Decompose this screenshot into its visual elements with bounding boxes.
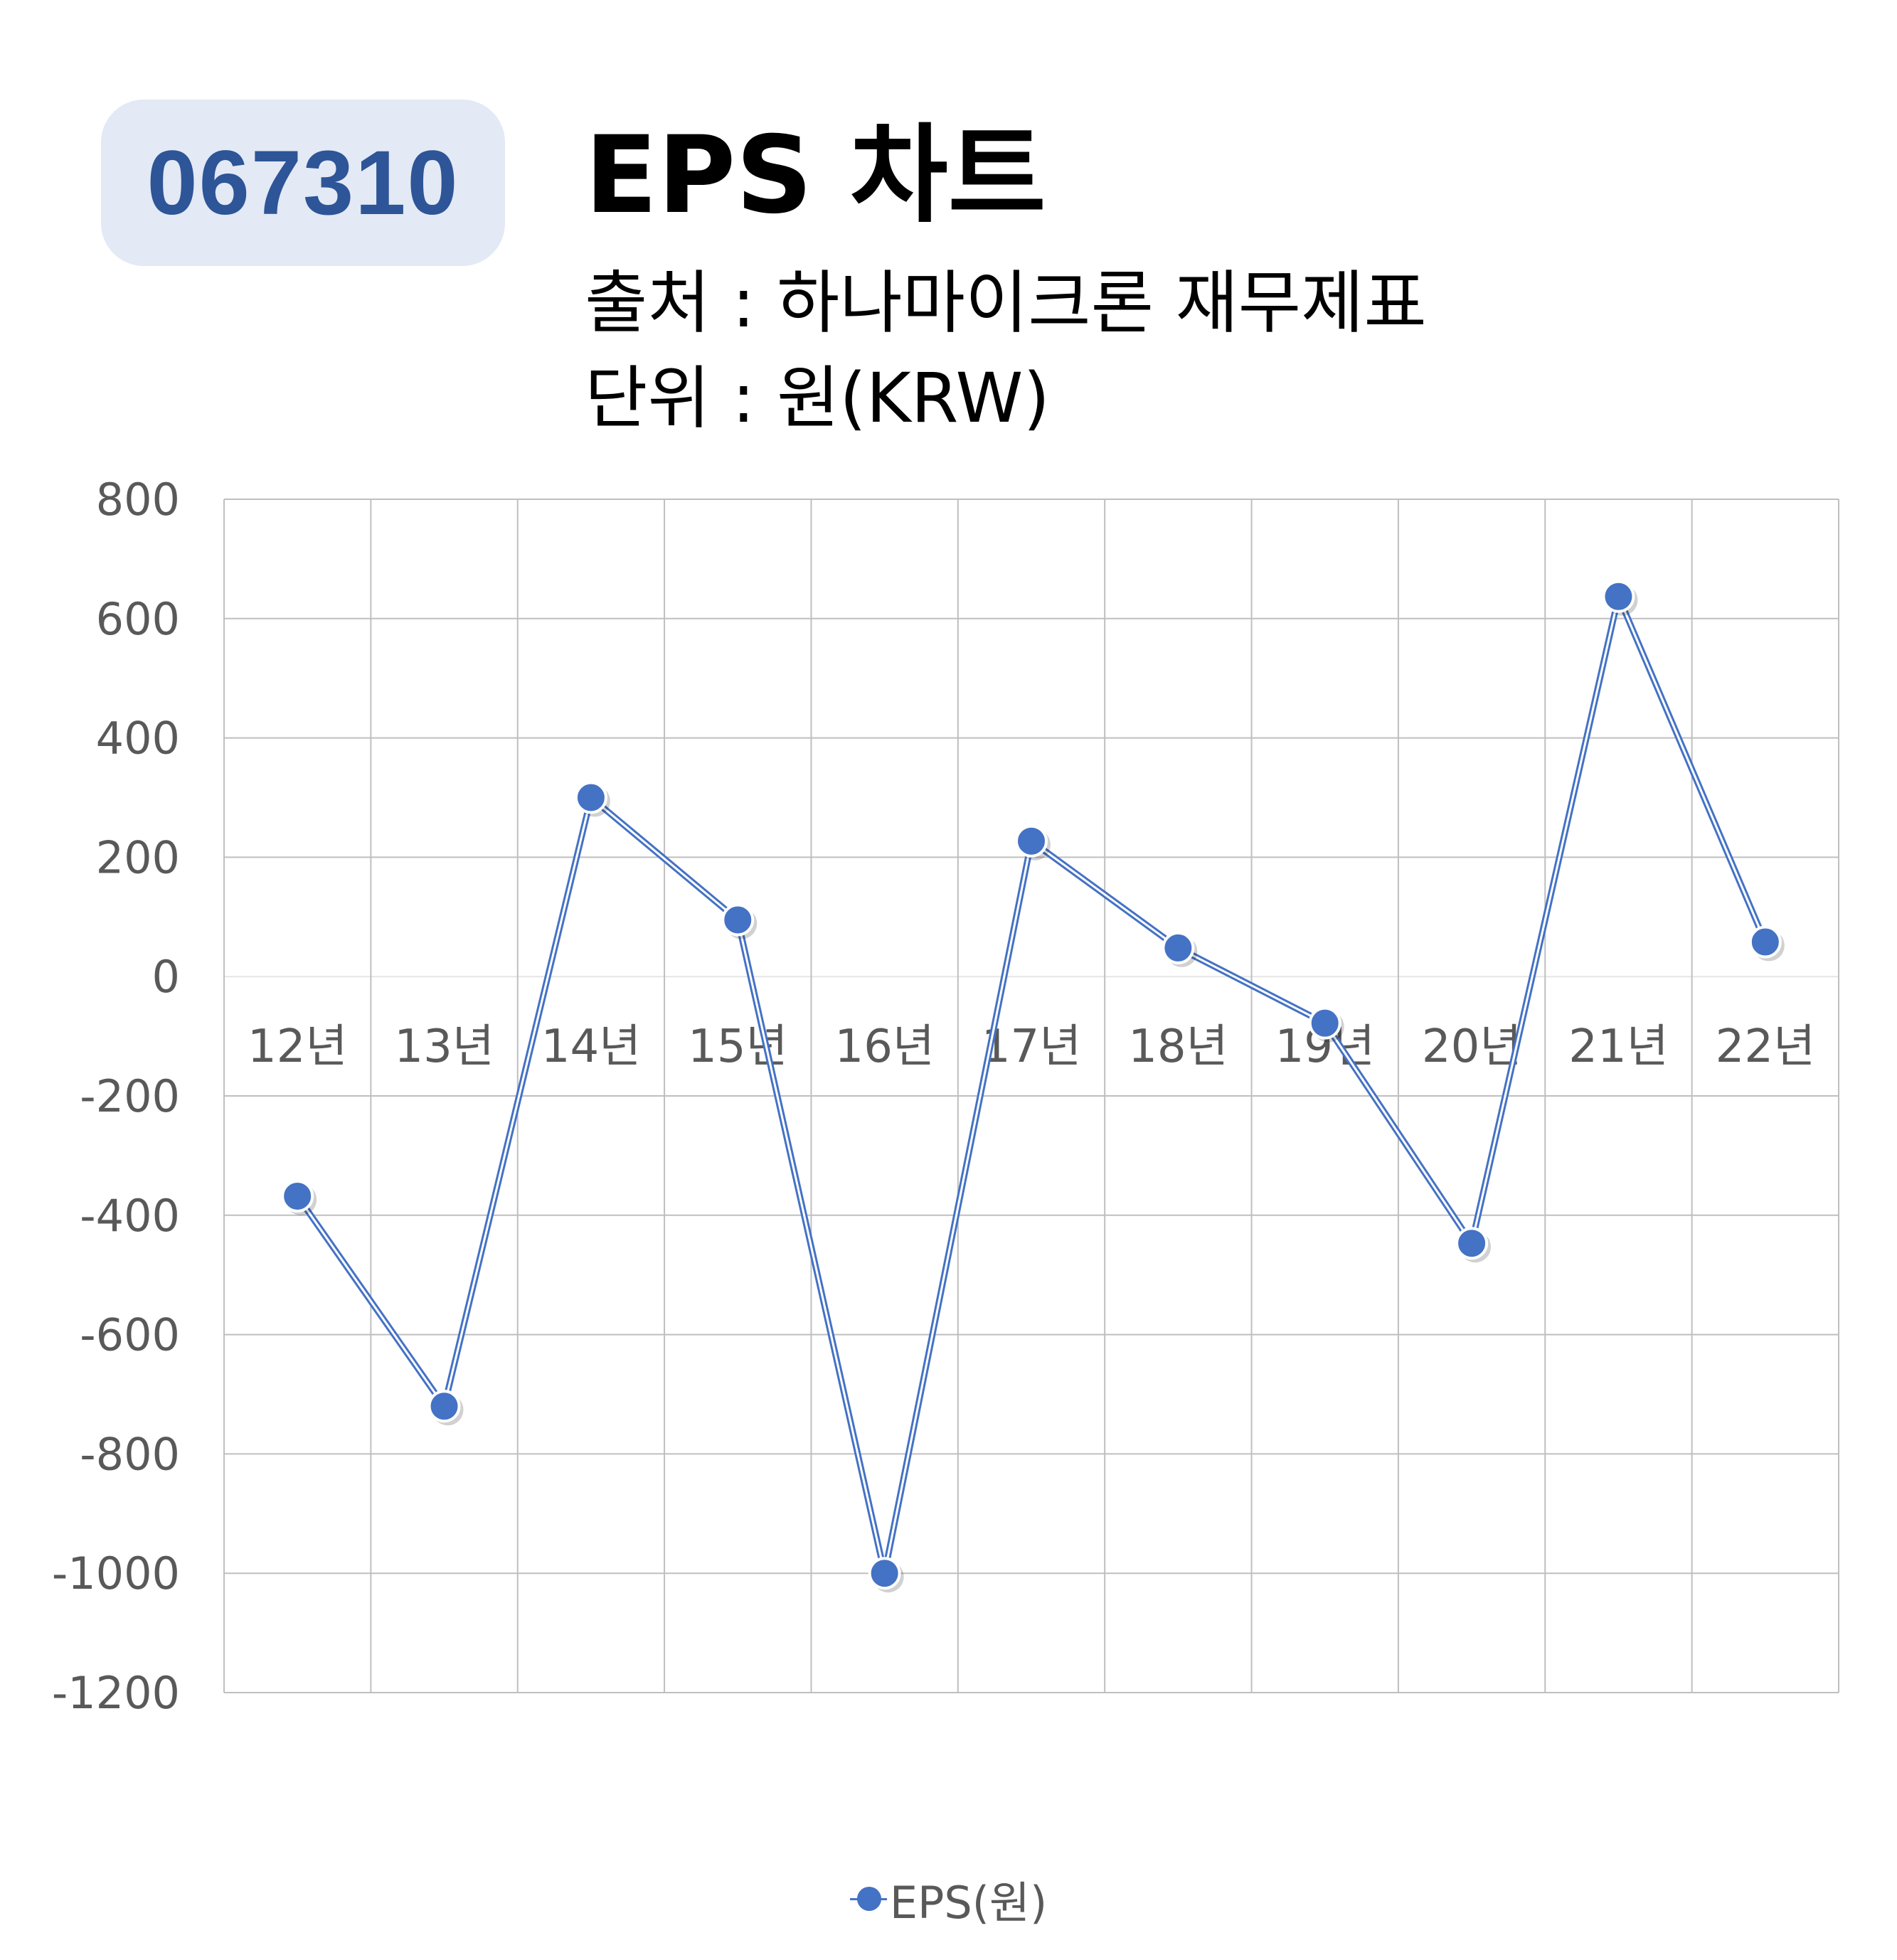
y-tick-label: -800 — [80, 1428, 180, 1480]
x-category-label: 22년 — [1716, 1021, 1815, 1073]
legend: EPS(원) — [0, 1870, 1897, 1929]
unit-line: 단위 : 원(KRW) — [585, 358, 1050, 438]
x-category-label: 12년 — [248, 1021, 347, 1073]
y-tick-label: 800 — [96, 474, 180, 526]
y-tick-label: 600 — [96, 593, 180, 645]
data-point — [1162, 931, 1195, 964]
data-point — [1455, 1227, 1489, 1260]
x-category-label: 20년 — [1422, 1021, 1521, 1073]
y-tick-label: 200 — [96, 831, 180, 883]
x-category-label: 21년 — [1568, 1021, 1668, 1073]
source-line: 출처 : 하나마이크론 재무제표 — [585, 263, 1427, 343]
chart-title: EPS 차트 — [585, 114, 1046, 238]
x-category-label: 17년 — [982, 1021, 1081, 1073]
y-tick-label: 400 — [96, 713, 180, 765]
y-tick-label: -400 — [80, 1190, 180, 1242]
stock-code-badge: 067310 — [101, 100, 505, 266]
grid-layer — [223, 499, 1839, 1693]
data-point — [1602, 580, 1635, 613]
legend-label: EPS(원) — [889, 1877, 1048, 1929]
y-tick-label: -200 — [80, 1070, 180, 1122]
data-point — [1308, 1006, 1341, 1040]
y-tick-label: 0 — [152, 951, 180, 1003]
stock-code: 067310 — [147, 132, 459, 234]
y-tick-label: -600 — [80, 1309, 180, 1361]
y-tick-label: -1000 — [52, 1548, 180, 1599]
data-point — [868, 1557, 901, 1590]
y-tick-label: -1200 — [52, 1667, 180, 1719]
series-eps — [281, 580, 1785, 1593]
x-category-label: 13년 — [394, 1021, 494, 1073]
data-point — [721, 903, 755, 937]
legend-marker-icon — [849, 1885, 887, 1913]
x-category-label: 14년 — [541, 1021, 641, 1073]
x-category-label: 18년 — [1128, 1021, 1228, 1073]
x-axis-labels: 12년 13년 14년 15년 16년 17년 18년 19년 20년 21년 22년 — [248, 1021, 1815, 1073]
data-point — [574, 781, 607, 814]
data-point — [1015, 824, 1048, 858]
data-point — [281, 1179, 314, 1213]
x-category-label: 16년 — [834, 1021, 934, 1073]
data-point — [1748, 925, 1782, 959]
y-axis-ticks: 800 600 400 200 0 -200 -400 -600 -800 -1000 -1200 — [52, 474, 180, 1719]
data-point — [427, 1390, 461, 1423]
